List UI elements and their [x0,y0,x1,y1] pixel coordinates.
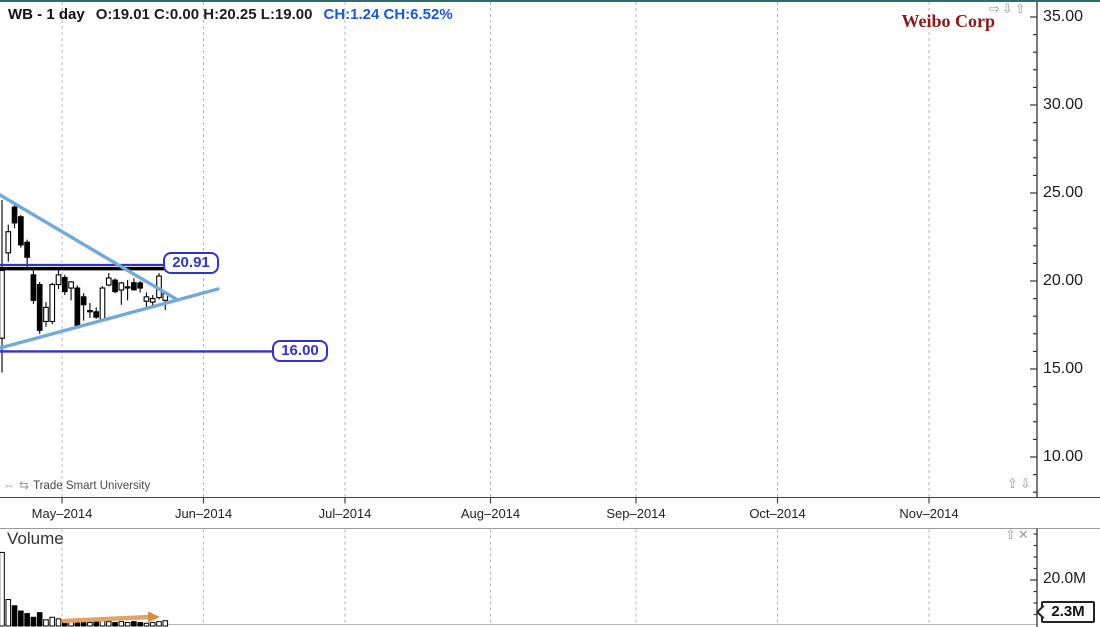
scroll-step-icon[interactable]: ⇆ [19,478,30,492]
volume-pane-controls: ⇧ ✕ [1005,528,1029,542]
symbol-period-label: WB - 1 day [8,6,85,23]
price-alert-tag-2091[interactable]: 20.91 [163,252,219,274]
ascending-support [0,287,220,350]
pane-move-up-icon[interactable]: ⇧ [1005,527,1016,542]
trendlines[interactable] [0,193,220,350]
price-axis-tick-label: 35.00 [1043,8,1084,25]
pane-move-up-icon[interactable]: ⇧ [1007,476,1018,491]
time-axis-tick-label: Oct–2014 [749,506,806,521]
horizontal-lines[interactable] [0,263,275,353]
watermark: ⇔ ⇆ Trade Smart University [3,479,150,492]
descending-resistance [0,193,178,301]
pane-move-right-icon[interactable]: ⇨ [989,1,1000,16]
price-axis-tick-label: 15.00 [1043,360,1084,377]
pane-move-up-icon[interactable]: ⇧ [1014,1,1026,16]
volume-last-value-tag[interactable]: 2.3M [1041,601,1095,623]
candlestick-series [0,200,169,373]
time-axis-tick-label: Sep–2014 [606,506,666,521]
volume-axis-label: 20.0M [1043,570,1087,587]
scroll-left-right-icon[interactable]: ⇔ [3,478,15,492]
month-gridlines [0,2,1037,625]
main-pane-bottom-controls: ⇧ ⇩ [1007,477,1031,491]
ohlc-readout: O:19.01 C:0.00 H:20.25 L:19.00 [95,6,313,23]
time-axis-tick-label: Nov–2014 [899,506,959,521]
window-top-edge [0,0,1100,2]
chart-header: WB - 1 day O:19.01 C:0.00 H:20.25 L:19.0… [8,6,453,23]
pane-close-icon[interactable]: ✕ [1017,527,1029,542]
pane-move-down-icon[interactable]: ⇩ [1019,476,1031,491]
volume-trend-arrow[interactable] [61,611,160,624]
price-axis-tick-label: 25.00 [1043,184,1084,201]
time-axis-tick-label: Jul–2014 [318,506,372,521]
price-axis-tick-label: 10.00 [1043,448,1084,465]
time-axis-tick-label: May–2014 [31,506,93,521]
price-axis-tick-label: 30.00 [1043,96,1084,113]
time-axis-tick-label: Aug–2014 [460,506,521,521]
pane-move-down-icon[interactable]: ⇩ [1001,1,1013,16]
volume-pane-title: Volume [7,529,64,548]
company-name-label: Weibo Corp [901,11,995,31]
volume-series [0,551,169,627]
main-pane-controls: ⇨ ⇩ ⇧ [989,2,1026,16]
watermark-text: Trade Smart University [33,479,151,492]
volume-last-value-text: 2.3M [1051,603,1085,620]
price-alert-tag-1600[interactable]: 16.00 [272,340,328,362]
time-axis-tick-label: Jun–2014 [174,506,233,521]
price-axis-tick-label: 20.00 [1043,272,1084,289]
change-readout: CH:1.24 CH:6.52% [323,6,453,23]
